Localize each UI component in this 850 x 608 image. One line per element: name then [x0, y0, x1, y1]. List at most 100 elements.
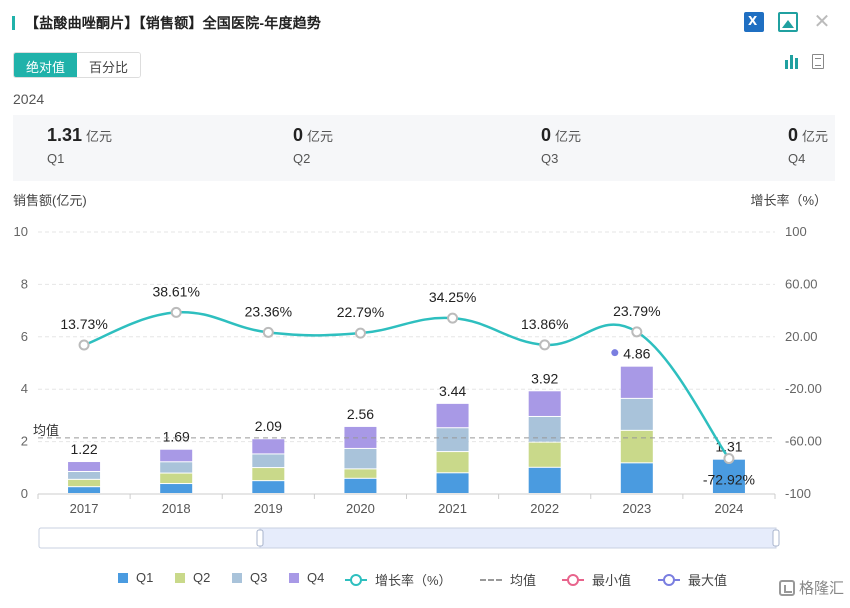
chart-title: 【盐酸曲唑酮片】【销售额】全国医院-年度趋势 [25, 15, 322, 31]
average-label: 均值 [33, 423, 59, 438]
summary-value: 0 [293, 125, 304, 145]
bar-segment-q4 [160, 449, 193, 462]
growth-point [78, 339, 90, 351]
bar-segment-q4 [620, 366, 653, 398]
summary-q2: 0 亿元 Q2 [293, 125, 333, 166]
watermark-logo-icon [778, 579, 795, 596]
legend-item-average[interactable]: 均值 [480, 570, 536, 589]
absolute-value-tab[interactable]: 绝对值 [14, 53, 78, 77]
x-axis: 2017 2018 2019 2020 2021 2022 2023 2024 [37, 493, 776, 516]
zoom-handle-right[interactable] [772, 529, 780, 547]
bar-segment-q4 [528, 391, 561, 416]
legend-label: Q2 [193, 570, 211, 585]
bar-segment-q3 [160, 462, 193, 473]
bar-segment-q3 [252, 454, 285, 468]
zoom-handle-left[interactable] [256, 529, 264, 547]
close-icon[interactable]: ✕ [813, 9, 831, 33]
summary-quarter: Q1 [47, 151, 65, 166]
growth-label: 13.86% [521, 316, 568, 332]
legend-item-q1[interactable]: Q1 [118, 570, 153, 585]
x-tick-label: 2023 [622, 501, 651, 516]
x-tick-label: 2022 [530, 501, 559, 516]
legend-label: Q4 [307, 570, 325, 585]
summary-quarter: Q4 [788, 151, 806, 166]
legend-item-q2[interactable]: Q2 [175, 570, 210, 585]
legend-item-max[interactable]: 最大值 [658, 570, 727, 589]
bar-segment-q2 [68, 479, 101, 487]
y-axis-left-ticks: 0 2 4 6 8 10 [14, 224, 28, 501]
watermark: 格隆汇 [778, 577, 844, 598]
average-line: 均值 [33, 423, 775, 439]
max-marker [611, 349, 619, 357]
growth-label: 34.25% [429, 289, 476, 305]
summary-quarter: Q3 [541, 151, 559, 166]
growth-label: 22.79% [337, 304, 384, 320]
bar-segment-q3 [344, 448, 377, 469]
bar-segment-q4 [436, 403, 469, 428]
y-right-tick-label: -100 [785, 486, 811, 501]
bar-total-label: 1.69 [163, 429, 190, 445]
bar-total-labels: 1.22 1.69 2.09 2.56 3.44 3.92 4.86 1.31 [70, 346, 742, 457]
legend-swatch [232, 572, 242, 583]
x-tick-label: 2019 [254, 501, 283, 516]
growth-point [170, 306, 182, 318]
bar-segment-q1 [712, 459, 745, 493]
summary-unit: 亿元 [802, 129, 829, 144]
bar-total-label: 1.22 [70, 441, 97, 457]
summary-q4: 0 亿元 Q4 [788, 125, 828, 166]
x-tick-label: 2017 [70, 501, 99, 516]
bar-segment-q2 [436, 452, 469, 473]
legend-label: 最小值 [592, 573, 632, 588]
summary-q1: 1.31 亿元 Q1 [47, 125, 112, 166]
max-point-dot [611, 349, 619, 357]
growth-label: 13.73% [60, 316, 107, 332]
grid-lines [38, 231, 775, 443]
value-mode-toggle: 绝对值 百分比 [13, 52, 142, 78]
summary-unit: 亿元 [555, 129, 582, 144]
excel-export-icon[interactable] [744, 12, 764, 32]
bar-segment-q4 [344, 426, 377, 448]
legend-swatch [289, 572, 299, 583]
growth-point [354, 327, 366, 339]
growth-point [262, 326, 274, 338]
legend-line-marker [658, 573, 680, 586]
bar-segment-q3 [620, 398, 653, 430]
y-axis-right-ticks: -100 -60.00 -20.00 20.00 60.00 100 [785, 224, 822, 501]
legend-label: 最大值 [688, 573, 728, 588]
y-left-tick-label: 6 [21, 329, 28, 344]
percentage-tab[interactable]: 百分比 [77, 53, 141, 77]
zoom-selected-range[interactable] [259, 527, 777, 549]
bar-segment-q2 [528, 442, 561, 467]
legend-line-marker [562, 573, 584, 586]
table-view-icon[interactable] [812, 54, 824, 69]
y-axis-right-label: 增长率（%） [750, 193, 827, 208]
summary-quarter: Q2 [293, 151, 311, 166]
summary-value: 0 [541, 125, 552, 145]
y-left-tick-label: 8 [21, 276, 28, 291]
bar-segment-q1 [436, 473, 469, 493]
legend-item-growth[interactable]: 增长率（%） [345, 570, 452, 589]
bar-segment-q1 [160, 484, 193, 493]
bar-segment-q1 [528, 467, 561, 493]
growth-point [447, 312, 459, 324]
image-export-icon[interactable] [778, 12, 798, 32]
growth-label: 23.79% [613, 303, 660, 319]
legend-item-q3[interactable]: Q3 [232, 570, 267, 585]
legend-item-q4[interactable]: Q4 [289, 570, 324, 585]
growth-label: 38.61% [152, 283, 199, 299]
zoom-slider[interactable] [38, 527, 780, 549]
bar-segment-q2 [160, 473, 193, 484]
growth-point [723, 453, 735, 465]
y-right-tick-label: -20.00 [785, 381, 822, 396]
bar-total-label: 2.09 [255, 418, 282, 434]
y-axis-left-label: 销售额(亿元) [13, 193, 87, 208]
x-tick-label: 2021 [438, 501, 467, 516]
y-left-tick-label: 2 [21, 434, 28, 449]
legend-swatch [175, 572, 185, 583]
summary-value: 1.31 [47, 125, 83, 145]
legend-item-min[interactable]: 最小值 [562, 570, 631, 589]
y-right-tick-label: -60.00 [785, 434, 822, 449]
bar-segment-q2 [344, 469, 377, 478]
bar-chart-view-icon[interactable] [784, 54, 800, 70]
bar-segment-q3 [68, 471, 101, 479]
